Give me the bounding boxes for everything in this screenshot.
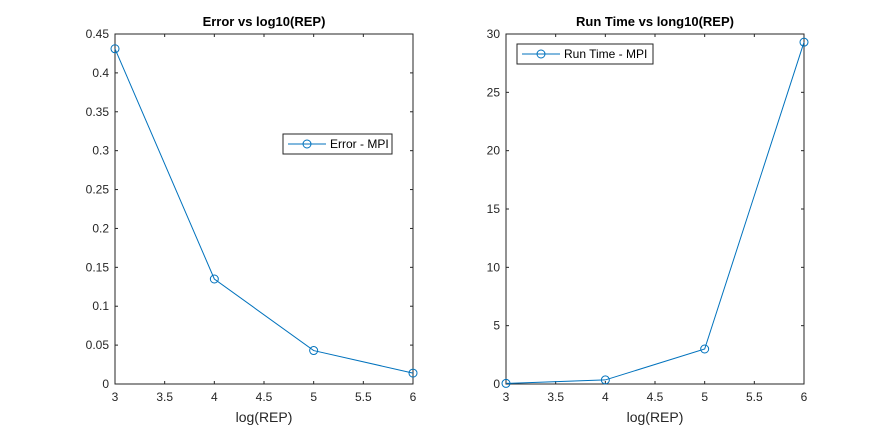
error-plot-data-point [309,346,319,356]
error-plot-y-tick-label: 0.45 [86,27,110,41]
error-plot-x-tick-label: 3 [112,390,119,404]
runtime-plot-y-tick-label: 10 [487,260,501,274]
runtime-plot-y-tick-label: 15 [487,202,501,216]
error-plot-y-tick-label: 0.05 [86,338,110,352]
error-plot-x-tick-label: 5.5 [355,390,372,404]
error-plot-x-label: log(REP) [236,409,293,425]
error-plot-x-tick-label: 4 [211,390,218,404]
error-plot-y-tick-label: 0.25 [86,183,110,197]
runtime-plot: Run Time vs long10(REP) 3 3.5 4 4.5 5 5.5 6 0 5… [487,14,809,425]
error-plot-series-line [114,48,414,374]
runtime-plot-data-point [600,375,610,385]
error-plot-x-tick-label: 4.5 [256,390,273,404]
error-plot-y-tick-label: 0.4 [92,66,109,80]
error-plot-y-tick-label: 0.1 [92,299,109,313]
error-plot-x-ticks: 3 3.5 4 4.5 5 5.5 6 [112,34,417,404]
error-plot-x-tick-label: 5 [310,390,317,404]
error-plot: Error vs log10(REP) 3 3.5 4 4.5 5 5.5 6 00.050… [86,14,418,425]
error-plot-y-tick-label: 0.2 [92,221,109,235]
error-plot-legend: Error - MPI [282,133,393,155]
runtime-plot-lines [501,37,809,388]
error-plot-title: Error vs log10(REP) [203,14,326,29]
runtime-plot-legend-box [516,43,654,65]
error-plot-legend-box [282,133,393,155]
error-plot-x-tick-label: 3.5 [156,390,173,404]
runtime-plot-x-tick-label: 6 [801,390,808,404]
runtime-plot-y-ticks: 0 5 10 15 20 25 30 [487,27,804,391]
runtime-plot-legend: Run Time - MPI [516,43,654,65]
runtime-plot-legend-label: Run Time - MPI [564,47,647,61]
error-plot-y-tick-label: 0 [102,377,109,391]
runtime-plot-y-tick-label: 30 [487,27,501,41]
error-plot-y-tick-label: 0.35 [86,105,110,119]
error-plot-y-tick-label: 0.3 [92,144,109,158]
runtime-plot-x-tick-label: 3 [503,390,510,404]
runtime-plot-x-tick-label: 5.5 [746,390,763,404]
runtime-plot-y-tick-label: 0 [493,377,500,391]
runtime-plot-x-ticks: 3 3.5 4 4.5 5 5.5 6 [503,34,808,404]
error-plot-y-ticks: 0 0.05 0.1 0.15 0.2 0.25 0.3 0.35 0.4 0.45 [86,27,413,391]
error-plot-data-point [408,368,418,378]
runtime-plot-x-tick-label: 3.5 [547,390,564,404]
error-plot-axes-box [114,33,414,385]
runtime-plot-title: Run Time vs long10(REP) [576,14,734,29]
runtime-plot-data-point [501,378,511,388]
runtime-plot-series-line [505,42,805,384]
error-plot-legend-label: Error - MPI [330,137,389,151]
error-plot-legend-marker [302,139,312,149]
runtime-plot-x-tick-label: 4 [602,390,609,404]
error-plot-x-tick-label: 6 [410,390,417,404]
runtime-plot-y-tick-label: 5 [493,319,500,333]
error-plot-y-tick-label: 0.15 [86,260,110,274]
runtime-plot-y-tick-label: 25 [487,85,501,99]
runtime-plot-axes-box [505,33,805,385]
runtime-plot-data-point [700,344,710,354]
runtime-plot-x-label: log(REP) [627,409,684,425]
runtime-plot-x-tick-label: 5 [701,390,708,404]
runtime-plot-data-point [799,37,809,47]
error-plot-lines [110,44,418,378]
runtime-plot-y-tick-label: 20 [487,144,501,158]
error-plot-data-point [110,44,120,54]
runtime-plot-x-tick-label: 4.5 [647,390,664,404]
error-plot-data-point [209,274,219,284]
runtime-plot-legend-marker [536,49,546,59]
